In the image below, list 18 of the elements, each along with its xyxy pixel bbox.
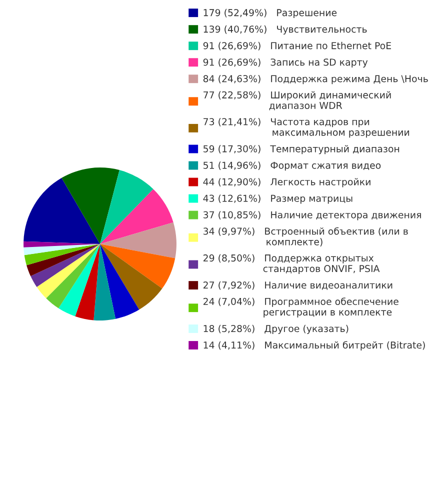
legend-label: 37 (10,85%) Наличие детектора движения [204, 211, 421, 220]
legend-label: 14 (4,11%) Максимальный битрейт (Bitrate) [204, 341, 425, 350]
legend-label: 139 (40,76%) Чувствительность [204, 25, 367, 35]
legend-label: 29 (8,50%) Поддержка открытых стандартов ONVIF, PSIA [203, 254, 380, 274]
legend-label: 24 (7,04%) Программное обеспечение регистрации в комплекте [203, 298, 398, 318]
legend-label: 27 (7,92%) Наличие видеоаналитики [203, 281, 392, 290]
legend-label: 59 (17,30%) Температурный диапазон [204, 145, 400, 154]
legend-label: 43 (12,61%) Размер матрицы [203, 194, 352, 204]
legend-label: 91 (26,69%) Запись на SD карту [203, 58, 368, 68]
legend-label: 91 (26,69%) Питание по Ethernet PoE [203, 42, 391, 50]
legend-label: 51 (14,96%) Формат сжатия видео [204, 162, 381, 171]
legend-label: 18 (5,28%) Другое (указать) [204, 324, 348, 334]
legend-label: 77 (22,58%) Широкий динамический диапазон WDR [204, 91, 391, 110]
legend-label: 73 (21,41%) Частота кадров при максимальном разрешении [204, 118, 410, 138]
legend-label: 34 (9,97%) Встроенный объектив (или в комплекте) [204, 227, 408, 246]
legend-label: 44 (12,90%) Легкость настройки [203, 178, 370, 188]
legend-label: 84 (24,63%) Поддержка режима День \Ночь [203, 74, 428, 84]
legend-label: 179 (52,49%) Разрешение [204, 8, 337, 18]
